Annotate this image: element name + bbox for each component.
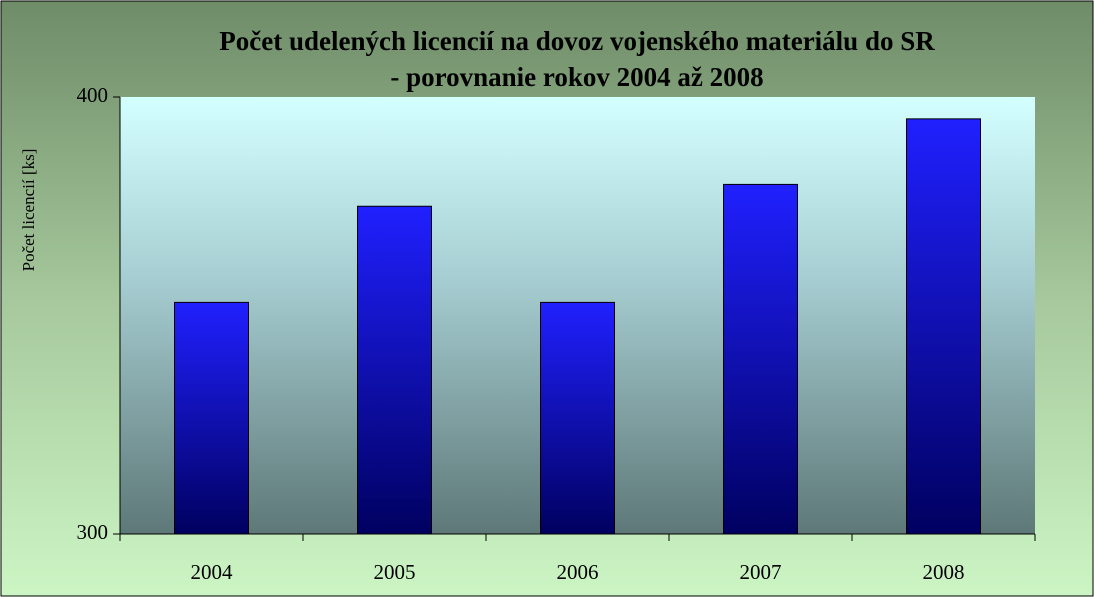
bar xyxy=(906,118,981,535)
x-tick-label: 2006 xyxy=(557,560,599,584)
y-axis-label: Počet licencií [ks] xyxy=(19,149,38,272)
x-tick-label: 2005 xyxy=(374,560,416,584)
chart-title: Počet udelených licencií na dovoz vojens… xyxy=(219,26,935,56)
x-tick-label: 2007 xyxy=(740,560,782,584)
bar xyxy=(357,205,432,535)
bar xyxy=(723,183,798,535)
x-tick-label: 2004 xyxy=(191,560,234,584)
bar xyxy=(174,301,249,535)
bar xyxy=(540,301,615,535)
y-tick-label: 300 xyxy=(77,520,109,544)
chart-title: - porovnanie rokov 2004 až 2008 xyxy=(390,62,763,92)
x-tick-label: 2008 xyxy=(923,560,965,584)
y-tick-label: 400 xyxy=(77,83,109,107)
